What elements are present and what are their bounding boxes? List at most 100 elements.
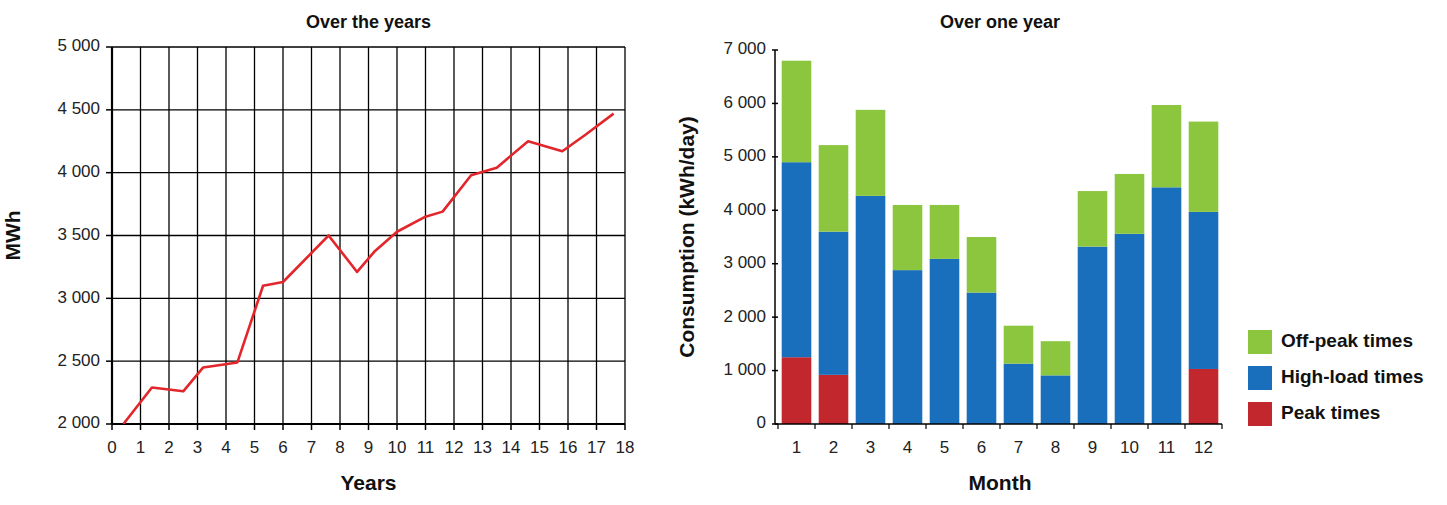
tick-label: 0 xyxy=(757,413,766,432)
tick-label: 4 000 xyxy=(723,200,766,219)
tick-label: 10 xyxy=(1120,438,1139,457)
tick-label: 1 000 xyxy=(723,360,766,379)
tick-label: 7 xyxy=(307,438,316,457)
tick-label: 8 xyxy=(1051,438,1060,457)
legend-label: Off-peak times xyxy=(1281,330,1413,351)
tick-label: 7 000 xyxy=(723,39,766,58)
tick-label: 2 500 xyxy=(57,351,100,370)
bar xyxy=(1041,375,1071,424)
bar xyxy=(856,196,886,424)
grid-line xyxy=(396,47,397,424)
tick-label: 10 xyxy=(388,438,407,457)
x-axis xyxy=(112,423,625,425)
figure: Over the yearsMWhYears2 0002 5003 0003 5… xyxy=(0,0,1447,505)
category-separator xyxy=(999,424,1000,429)
bar xyxy=(930,259,960,424)
bar xyxy=(1152,187,1182,424)
grid-line xyxy=(425,47,426,424)
bar xyxy=(967,293,997,424)
y-axis xyxy=(774,50,776,424)
tick-label: 3 000 xyxy=(57,288,100,307)
bar xyxy=(819,232,849,375)
bar xyxy=(1041,341,1071,375)
x-axis-label: Month xyxy=(969,471,1032,494)
bar xyxy=(1004,364,1034,424)
tick-label: 7 xyxy=(1014,438,1023,457)
category-separator xyxy=(1221,424,1222,429)
grid-line xyxy=(539,47,540,424)
bar xyxy=(819,375,849,424)
plot-area xyxy=(123,114,613,424)
tick-label: 1 xyxy=(136,438,145,457)
grid-line xyxy=(339,47,340,424)
tick-label: 18 xyxy=(616,438,635,457)
tick-label: 15 xyxy=(530,438,549,457)
tick-label: 2 000 xyxy=(723,307,766,326)
category-separator xyxy=(814,424,815,429)
category-separator xyxy=(1036,424,1037,429)
tick-label: 5 xyxy=(250,438,259,457)
tick-label: 4 xyxy=(221,438,230,457)
chart: Over the yearsMWhYears2 0002 5003 0003 5… xyxy=(1,12,635,494)
legend-swatch xyxy=(1248,366,1272,390)
tick-label: 4 000 xyxy=(57,162,100,181)
tick-label: 3 xyxy=(866,438,875,457)
category-separator xyxy=(777,424,778,429)
bar xyxy=(893,205,923,270)
bar xyxy=(1115,234,1145,424)
grid-line xyxy=(254,47,255,424)
tick-label: 6 xyxy=(977,438,986,457)
grid-line xyxy=(368,47,369,424)
tick-label: 14 xyxy=(502,438,521,457)
grid-line xyxy=(112,423,625,424)
tick-label: 5 000 xyxy=(57,36,100,55)
bar xyxy=(782,61,812,163)
bar xyxy=(1078,191,1108,247)
bar xyxy=(1189,122,1219,212)
tick-label: 11 xyxy=(417,438,435,457)
category-separator xyxy=(851,424,852,429)
grid-line xyxy=(140,47,141,424)
grid-line xyxy=(197,47,198,424)
grid-line xyxy=(453,47,454,424)
tick-label: 2 000 xyxy=(57,413,100,432)
bar xyxy=(930,205,960,259)
tick-label: 2 xyxy=(829,438,838,457)
bar xyxy=(819,145,849,232)
data-line xyxy=(123,114,613,424)
tick-label: 16 xyxy=(559,438,578,457)
category-separator xyxy=(1147,424,1148,429)
bar xyxy=(1189,369,1219,424)
chart: Over one yearConsumption (kWh/day)Month0… xyxy=(675,12,1424,494)
category-separator xyxy=(1184,424,1185,429)
tick-label: 3 xyxy=(193,438,202,457)
tick-label: 3 500 xyxy=(57,225,100,244)
bar xyxy=(1078,247,1108,424)
tick-label: 5 xyxy=(940,438,949,457)
tick-label: 17 xyxy=(587,438,606,457)
tick-label: 12 xyxy=(445,438,464,457)
tick-label: 9 xyxy=(1088,438,1097,457)
bar xyxy=(1115,174,1145,234)
legend-swatch xyxy=(1248,402,1272,426)
title: Over one year xyxy=(940,12,1060,32)
bar xyxy=(782,357,812,424)
tick-label: 1 xyxy=(792,438,801,457)
legend: Off-peak timesHigh-load timesPeak times xyxy=(1248,330,1424,426)
x-axis-label: Years xyxy=(340,471,396,494)
grid-line xyxy=(567,47,568,424)
grid-line xyxy=(111,47,112,424)
category-separator xyxy=(1073,424,1074,429)
grid-line xyxy=(596,47,597,424)
category-separator xyxy=(888,424,889,429)
grid-line xyxy=(282,47,283,424)
tick-label: 6 000 xyxy=(723,93,766,112)
category-separator xyxy=(1110,424,1111,429)
tick-label: 13 xyxy=(473,438,492,457)
tick-label: 12 xyxy=(1194,438,1213,457)
tick-label: 6 xyxy=(278,438,287,457)
title: Over the years xyxy=(306,12,431,32)
bar xyxy=(1152,105,1182,187)
grid-line xyxy=(624,47,625,424)
grid-line xyxy=(311,47,312,424)
